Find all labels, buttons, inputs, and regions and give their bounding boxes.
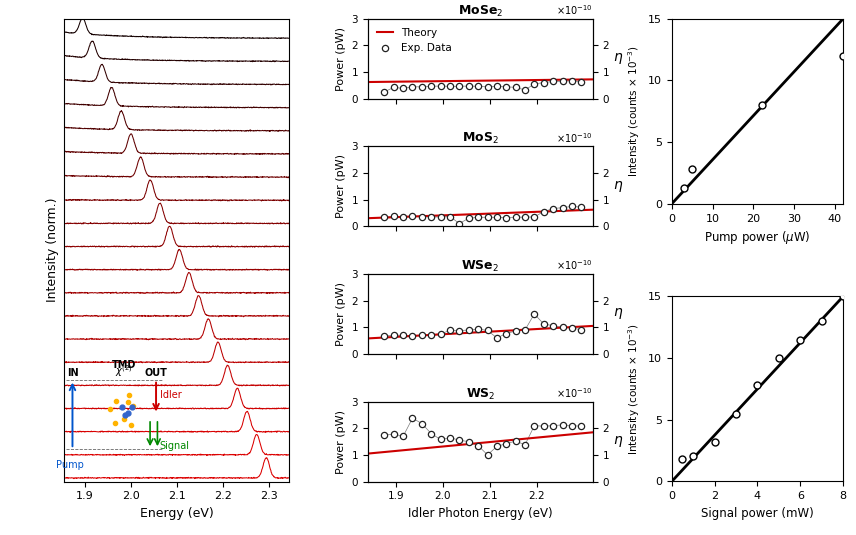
Text: TMD: TMD [112, 360, 136, 370]
Y-axis label: Intensity (counts $\times$ 10$^{-3}$): Intensity (counts $\times$ 10$^{-3}$) [627, 323, 643, 455]
Text: Signal: Signal [160, 441, 190, 451]
Text: $\chi^{(2)}$: $\chi^{(2)}$ [115, 363, 133, 379]
Title: WS$_2$: WS$_2$ [466, 387, 496, 402]
Y-axis label: $\eta$: $\eta$ [613, 434, 623, 449]
Text: $\times 10^{-10}$: $\times 10^{-10}$ [556, 3, 593, 17]
X-axis label: Idler Photon Energy (eV): Idler Photon Energy (eV) [408, 507, 553, 520]
Y-axis label: Power (pW): Power (pW) [336, 154, 346, 218]
Text: Pump: Pump [56, 460, 84, 470]
Text: $\times 10^{-10}$: $\times 10^{-10}$ [556, 131, 593, 145]
Text: IN: IN [68, 368, 80, 378]
Title: WSe$_2$: WSe$_2$ [461, 259, 499, 274]
X-axis label: Pump power ($\mu$W): Pump power ($\mu$W) [704, 229, 811, 246]
Y-axis label: Power (pW): Power (pW) [336, 27, 346, 90]
Text: Idler: Idler [160, 390, 181, 400]
Y-axis label: Intensity (counts $\times$ 10$^{-3}$): Intensity (counts $\times$ 10$^{-3}$) [627, 45, 643, 177]
Y-axis label: Intensity (norm.): Intensity (norm.) [45, 198, 59, 302]
Y-axis label: $\eta$: $\eta$ [613, 51, 623, 66]
X-axis label: Energy (eV): Energy (eV) [140, 507, 214, 520]
Text: OUT: OUT [145, 368, 168, 378]
Title: MoSe$_2$: MoSe$_2$ [458, 4, 503, 19]
Y-axis label: $\eta$: $\eta$ [613, 179, 623, 194]
Text: $\times 10^{-10}$: $\times 10^{-10}$ [556, 386, 593, 400]
Y-axis label: Power (pW): Power (pW) [336, 410, 346, 473]
Text: $\times 10^{-10}$: $\times 10^{-10}$ [556, 258, 593, 272]
Y-axis label: $\eta$: $\eta$ [613, 307, 623, 322]
Title: MoS$_2$: MoS$_2$ [462, 131, 499, 147]
Y-axis label: Power (pW): Power (pW) [336, 282, 346, 346]
X-axis label: Signal power (mW): Signal power (mW) [701, 507, 814, 520]
Legend: Theory, Exp. Data: Theory, Exp. Data [373, 24, 456, 57]
